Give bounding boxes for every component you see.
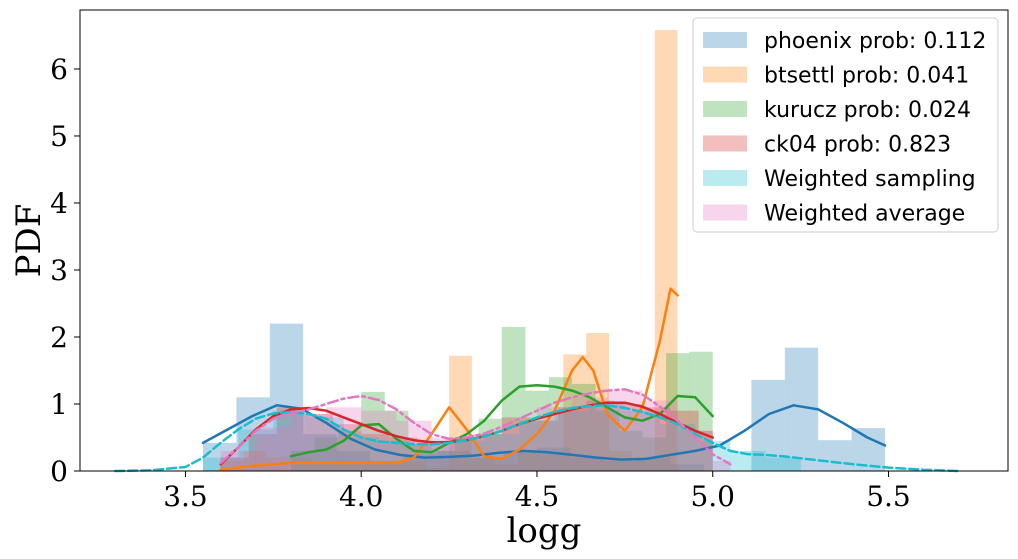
hist-bar-s1-b8 [403,460,427,471]
kde-line-s4 [113,404,961,473]
legend-label-2: kurucz prob: 0.024 [764,98,971,123]
hist-bar-s1-b6 [357,464,381,471]
x-tick-label-4: 5.5 [866,480,911,513]
hist-bar-s1-b5 [334,460,358,471]
hist-bar-s4-b15 [730,450,766,471]
legend-label-4: Weighted sampling [764,167,976,192]
hist-bar-s2-b13 [595,410,620,471]
x-axis-ticks: 3.5 4.0 4.5 5.0 5.5 [163,471,911,513]
hist-bar-s1-b14 [540,454,564,471]
legend-label-5: Weighted average [764,202,965,227]
x-tick-label-0: 3.5 [163,480,208,513]
hist-bar-s2-b11 [548,377,573,471]
legend-label-1: btsettl prob: 0.041 [764,64,969,89]
y-axis-ticks: 0 1 2 3 4 5 6 [50,53,80,488]
hist-bar-s1-b12 [494,464,518,471]
hist-bar-s5-b12 [642,400,678,471]
legend-swatch-1 [703,66,747,83]
hist-bar-s1-b19 [654,30,678,471]
hist-bar-s0-b5 [370,460,404,471]
x-tick-label-3: 5.0 [690,480,735,513]
hist-bar-s2-b16 [666,353,690,471]
y-tick-label-0: 0 [50,455,68,488]
hist-bar-s1-b3 [289,457,312,471]
kde-line-s1 [219,287,679,471]
hist-bar-s5-b2 [290,414,327,471]
hist-bar-s2-b14 [619,430,643,471]
hist-bar-s3-b11 [529,420,558,471]
y-tick-label-1: 1 [50,388,68,421]
hist-bar-s4-b10 [554,410,590,471]
legend-swatch-5 [703,204,747,221]
hist-bar-s1-b15 [563,354,587,471]
hist-bar-s0-b11 [570,457,604,471]
hist-bar-s1-b17 [609,450,632,471]
hist-bar-s0-b14 [670,464,704,471]
y-tick-label-2: 2 [50,321,68,354]
hist-bar-s0-b8 [470,457,504,471]
hist-bar-s5-b8 [501,424,537,471]
hist-bar-s0-b13 [637,457,671,471]
hist-bar-s0-b9 [503,450,537,471]
hist-bar-s4-b2 [273,410,309,471]
x-tick-label-1: 4.0 [339,480,384,513]
legend-swatch-2 [703,101,747,117]
hist-bar-s3-b12 [558,407,587,471]
hist-bar-s2-b7 [455,437,479,471]
x-axis-label: logg [507,511,582,551]
hist-bar-s1-b7 [380,464,404,471]
hist-bar-s0-b17 [818,440,852,471]
hist-bar-s0-b12 [603,460,638,471]
hist-bar-s1-b4 [312,464,335,471]
legend-label-0: phoenix prob: 0.112 [764,29,986,54]
hist-bar-s0-b4 [336,450,370,471]
hist-bar-s1-b13 [517,450,541,471]
hist-bar-s2-b9 [501,326,526,471]
legend-swatch-0 [703,32,747,48]
hist-bar-s5-b5 [396,420,432,471]
y-tick-label-3: 3 [50,254,68,287]
hist-bar-s4-b16 [765,457,801,471]
hist-bar-s1-b9 [426,467,449,471]
hist-bar-s1-b11 [471,457,495,471]
hist-bar-s1-b0 [220,460,244,471]
y-tick-label-6: 6 [50,53,68,86]
hist-bar-s1-b18 [631,457,655,471]
x-tick-label-2: 4.5 [515,480,560,513]
kde-line-s5 [219,388,732,466]
hist-bar-s3-b2 [276,407,305,471]
hist-bar-s0-b0 [203,442,237,471]
kde-layer [113,287,961,473]
kde-line-s0 [201,404,887,461]
legend-label-3: ck04 prob: 0.823 [764,133,951,158]
legend-swatch-4 [703,170,747,186]
hist-bar-s5-b14 [712,460,731,471]
legend-swatch-3 [703,135,747,152]
hist-bar-s0-b2 [269,323,304,471]
y-tick-label-5: 5 [50,120,68,153]
y-axis-label: PDF [9,204,49,278]
legend: phoenix prob: 0.112 btsettl prob: 0.041 ku… [692,17,999,233]
hist-bar-s2-b15 [642,437,666,471]
legend-box [692,17,999,233]
plot-frame [79,9,1009,472]
y-tick-label-4: 4 [50,187,68,220]
